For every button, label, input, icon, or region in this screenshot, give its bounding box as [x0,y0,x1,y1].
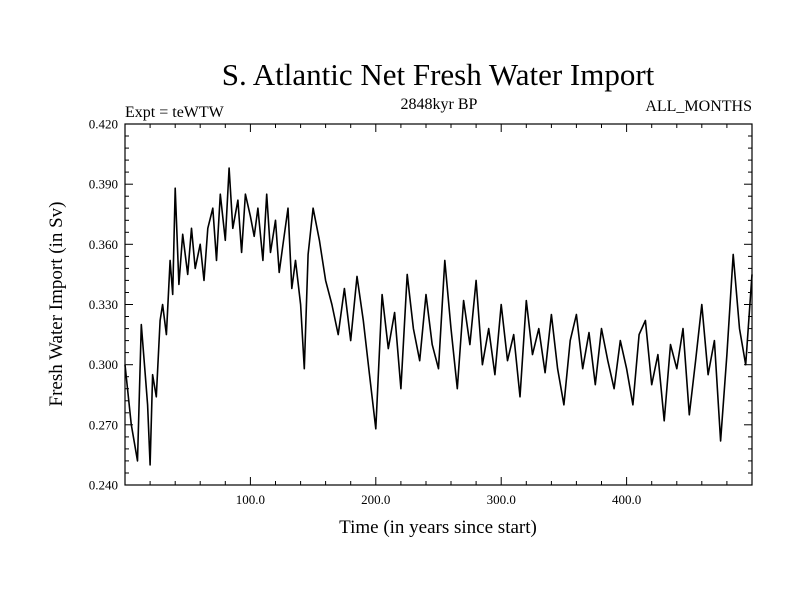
x-tick-label: 200.0 [361,492,390,507]
y-tick-label: 0.390 [89,177,118,192]
axis-ticks: 100.0 200.0 300.0 400.0 0.240 0.270 0.300 0.330… [89,117,752,507]
x-tick-label: 300.0 [487,492,516,507]
y-tick-label: 0.300 [89,357,118,372]
experiment-label: Expt = teWTW [125,104,225,121]
y-tick-label: 0.330 [89,297,118,312]
time-period-label: 2848kyr BP [401,96,478,113]
y-tick-label: 0.360 [89,237,118,252]
plot-frame [124,123,753,486]
y-tick-label: 0.420 [89,117,118,132]
y-tick-label: 0.270 [89,417,118,432]
x-tick-label: 100.0 [236,492,265,507]
data-series [124,167,753,466]
x-axis-label: Time (in years since start) [339,517,537,538]
y-axis-label: Fresh Water Import (in Sv) [46,202,67,407]
x-tick-label: 400.0 [612,492,641,507]
chart-title: S. Atlantic Net Fresh Water Import [222,57,655,92]
series-line [124,167,753,466]
y-tick-label: 0.240 [89,478,118,493]
months-label: ALL_MONTHS [645,98,752,115]
